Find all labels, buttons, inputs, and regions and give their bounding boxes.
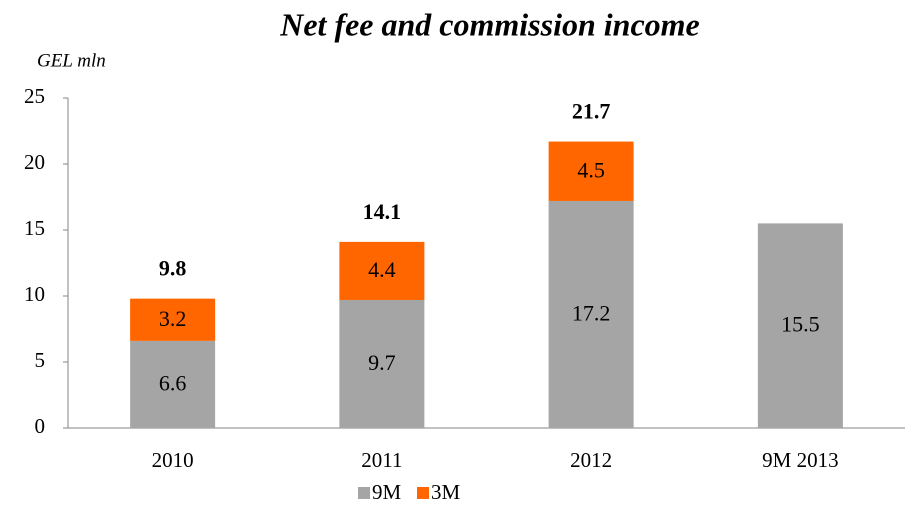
legend-label: 9M — [372, 480, 402, 504]
bar-segment — [339, 241, 425, 300]
bar-segment — [757, 223, 843, 428]
legend-swatch — [417, 487, 429, 499]
legend-swatch — [358, 487, 370, 499]
legend-label: 3M — [431, 480, 461, 504]
data-label: 3.2 — [159, 306, 187, 331]
total-label: 21.7 — [572, 99, 611, 124]
data-label: 6.6 — [159, 370, 187, 395]
x-tick-label: 2012 — [570, 448, 612, 472]
chart-title: Net fee and commission income — [279, 6, 700, 42]
total-label: 14.1 — [363, 199, 402, 224]
y-tick-label: 0 — [35, 414, 46, 438]
y-tick-label: 25 — [24, 84, 45, 108]
data-label: 4.5 — [577, 157, 605, 182]
bar-segment — [548, 141, 634, 201]
data-label: 9.7 — [368, 350, 396, 375]
x-tick-label: 2011 — [361, 448, 402, 472]
x-tick-label: 2010 — [152, 448, 194, 472]
data-label: 17.2 — [572, 301, 611, 326]
y-tick-label: 5 — [35, 348, 46, 372]
data-label: 4.4 — [368, 257, 396, 282]
y-tick-label: 15 — [24, 216, 45, 240]
bar-segment — [548, 200, 634, 428]
y-axis-label: GEL mln — [37, 50, 106, 71]
bar-segment — [339, 299, 425, 428]
x-tick-label: 9M 2013 — [762, 448, 838, 472]
y-tick-label: 20 — [24, 150, 45, 174]
bar-segment — [130, 298, 216, 341]
y-tick-label: 10 — [24, 282, 45, 306]
total-label: 9.8 — [159, 256, 187, 281]
data-label: 15.5 — [781, 312, 820, 337]
bar-segment — [130, 340, 216, 428]
